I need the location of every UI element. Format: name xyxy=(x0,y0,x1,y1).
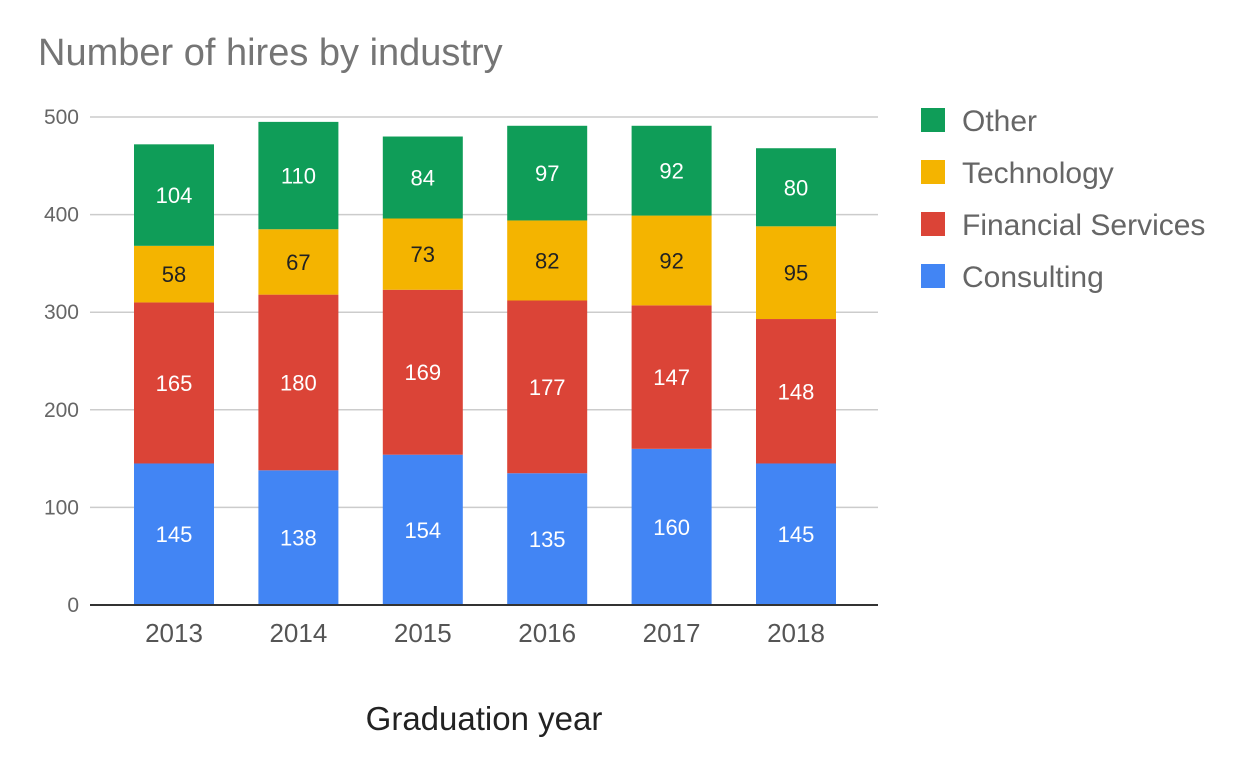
data-label: 80 xyxy=(784,175,808,200)
data-label: 97 xyxy=(535,161,559,186)
legend-label: Technology xyxy=(962,157,1114,190)
data-label: 180 xyxy=(280,370,317,395)
bar-segment xyxy=(134,144,214,246)
legend-swatch xyxy=(921,212,945,236)
bar-segment xyxy=(756,226,836,320)
y-tick-label: 200 xyxy=(44,399,79,422)
bar-segment xyxy=(382,289,463,455)
data-label: 110 xyxy=(281,164,316,189)
bar-segment xyxy=(258,121,339,230)
data-labels: 145 165 58 104 138 180 67 110 154 169 73 84 135 177 82… xyxy=(156,159,815,552)
x-tick-label: 2013 xyxy=(145,618,203,648)
bar-segment xyxy=(258,470,339,605)
data-label: 95 xyxy=(784,261,808,286)
bar-segment xyxy=(756,319,836,464)
x-tick-label: 2015 xyxy=(394,618,452,648)
data-label: 138 xyxy=(280,526,317,551)
legend-swatch xyxy=(921,108,945,132)
data-label: 165 xyxy=(156,371,193,396)
y-tick-label: 0 xyxy=(67,594,79,617)
data-label: 67 xyxy=(286,250,310,275)
bars xyxy=(134,121,836,605)
legend-swatch xyxy=(921,160,945,184)
y-tick-label: 500 xyxy=(44,106,79,129)
bar-segment xyxy=(507,220,588,301)
bar-segment xyxy=(631,448,712,605)
legend: Other Technology Financial Services Consult… xyxy=(921,105,1205,294)
data-label: 84 xyxy=(411,166,435,191)
bar-segment xyxy=(507,300,588,474)
data-label: 145 xyxy=(778,522,815,547)
bar-segment xyxy=(258,294,339,471)
bar-segment xyxy=(258,229,339,295)
chart-title: Number of hires by industry xyxy=(38,32,503,74)
x-tick-label: 2014 xyxy=(269,618,327,648)
bar-segment xyxy=(756,463,836,605)
legend-label: Consulting xyxy=(962,261,1104,294)
data-label: 147 xyxy=(653,365,690,390)
legend-swatch xyxy=(921,264,945,288)
y-tick-label: 100 xyxy=(44,496,79,519)
x-axis-title: Graduation year xyxy=(366,700,603,737)
data-label: 82 xyxy=(535,248,559,273)
data-label: 92 xyxy=(659,159,683,184)
data-label: 148 xyxy=(778,379,815,404)
data-label: 58 xyxy=(162,262,186,287)
y-tick-label: 300 xyxy=(44,301,79,324)
data-label: 92 xyxy=(659,248,683,273)
x-tick-label: 2016 xyxy=(518,618,576,648)
data-label: 169 xyxy=(404,360,441,385)
bar-segment xyxy=(134,463,214,605)
legend-label: Other xyxy=(962,105,1037,138)
x-tick-label: 2018 xyxy=(767,618,825,648)
bar-segment xyxy=(134,302,214,464)
data-label: 160 xyxy=(653,515,690,540)
data-label: 154 xyxy=(404,518,441,543)
data-label: 73 xyxy=(411,242,435,267)
bar-segment xyxy=(382,136,463,219)
bar-segment xyxy=(382,218,463,290)
data-label: 177 xyxy=(529,375,566,400)
data-label: 135 xyxy=(529,527,566,552)
x-tick-label: 2017 xyxy=(643,618,701,648)
legend-label: Financial Services xyxy=(962,209,1205,242)
data-label: 145 xyxy=(156,522,193,547)
bar-segment xyxy=(631,305,712,449)
bar-segment xyxy=(631,125,712,216)
y-tick-label: 400 xyxy=(44,204,79,227)
data-label: 104 xyxy=(156,183,193,208)
gridlines xyxy=(90,116,878,509)
bar-segment xyxy=(507,473,588,605)
bar-segment xyxy=(382,454,463,605)
axes: 0 100 200 300 400 500 2013 2014 2015 2016 2017 2018… xyxy=(44,106,878,737)
bar-segment xyxy=(631,215,712,306)
bar-segment xyxy=(507,125,588,221)
bar-segment xyxy=(134,245,214,303)
bar-segment xyxy=(756,148,836,227)
